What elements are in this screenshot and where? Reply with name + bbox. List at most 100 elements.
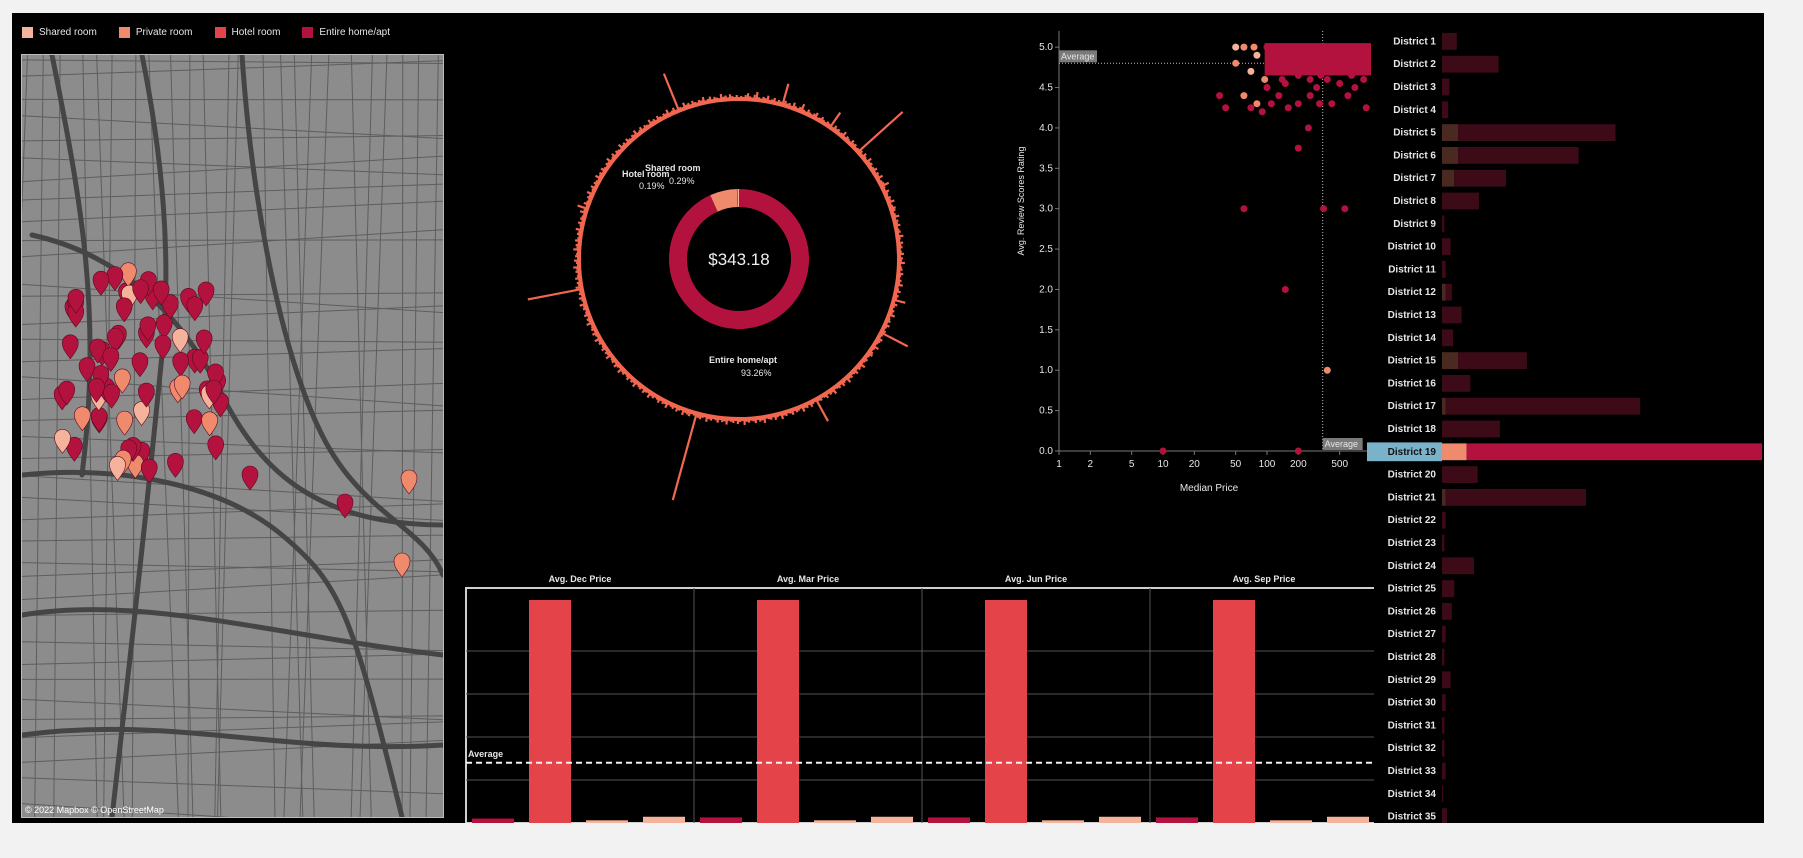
scatter-point[interactable] [1263,43,1271,51]
price-bar[interactable] [1270,820,1312,823]
district-bar[interactable] [1442,648,1445,666]
scatter-point[interactable] [1253,51,1261,59]
scatter-point[interactable] [1247,67,1255,75]
district-bar[interactable] [1442,466,1478,483]
price-bar[interactable] [1042,820,1084,823]
scatter-point[interactable] [1313,63,1321,71]
district-bar[interactable] [1442,671,1451,689]
scatter-point[interactable] [1216,92,1224,100]
scatter-point[interactable] [1250,43,1258,51]
scatter-point[interactable] [1281,285,1289,293]
district-bar[interactable] [1442,420,1500,438]
map-pin-icon[interactable] [67,289,85,314]
map-pin-icon[interactable] [54,429,71,454]
district-bar[interactable] [1442,580,1455,597]
map-pin-icon[interactable] [115,297,133,323]
scatter-point[interactable] [1348,71,1356,79]
price-bar[interactable] [985,600,1027,823]
scatter-point[interactable] [1294,71,1302,79]
map-pin-icon[interactable] [172,352,189,377]
scatter-point[interactable] [1323,366,1331,374]
scatter-point[interactable] [1331,47,1339,55]
district-bar[interactable] [1442,694,1446,711]
scatter-point[interactable] [1258,108,1266,116]
district-bar[interactable] [1442,489,1446,506]
scatter-point[interactable] [1357,47,1365,55]
scatter-point[interactable] [1294,447,1302,455]
scatter-point[interactable] [1317,71,1325,79]
scatter-point[interactable] [1240,43,1248,51]
district-bar[interactable] [1442,762,1446,780]
scatter-point[interactable] [1159,447,1167,455]
map-pin-icon[interactable] [131,352,149,378]
scatter-point[interactable] [1306,92,1314,100]
legend-item[interactable]: Private room [118,26,193,38]
district-bar[interactable] [1442,397,1446,415]
district-bar[interactable] [1442,329,1454,347]
price-bar[interactable] [871,816,913,823]
district-bar[interactable] [1442,215,1445,233]
district-bar[interactable] [1454,169,1506,187]
map-pin-icon[interactable] [132,279,149,305]
scatter-point[interactable] [1320,205,1328,213]
scatter-point[interactable] [1326,55,1334,63]
scatter-point[interactable] [1344,43,1352,51]
price-bar[interactable] [1213,600,1255,823]
district-bar[interactable] [1442,238,1451,255]
legend-item[interactable]: Shared room [22,26,97,38]
district-bar[interactable] [1442,55,1499,73]
scatter-point[interactable] [1290,43,1298,51]
map-pin-icon[interactable] [152,280,170,306]
map-pin-icon[interactable] [138,382,155,408]
price-bar[interactable] [757,600,799,823]
district-bar[interactable] [1442,739,1445,757]
district-bar[interactable] [1445,489,1586,506]
scatter-point[interactable] [1363,63,1371,71]
map-pin-icon[interactable] [92,270,110,296]
map-canvas[interactable] [22,55,443,817]
map-pin-icon[interactable] [109,456,126,481]
map-pin-icon[interactable] [241,465,259,491]
price-bar[interactable] [814,820,856,823]
scatter-point[interactable] [1328,100,1336,108]
scatter-point[interactable] [1316,100,1324,108]
scatter-point[interactable] [1275,92,1283,100]
district-bar[interactable] [1442,808,1447,823]
map-pin-icon[interactable] [185,409,203,435]
map-pin-icon[interactable] [103,383,120,409]
scatter-point[interactable] [1340,59,1348,67]
price-bar[interactable] [1156,817,1198,823]
map-pin-icon[interactable] [207,435,225,461]
scatter-point[interactable] [1232,59,1240,67]
scatter-point[interactable] [1247,104,1255,112]
district-bar[interactable] [1442,534,1445,552]
price-bar[interactable] [643,816,685,823]
map-pin-icon[interactable] [191,349,209,374]
price-bar[interactable] [928,817,970,823]
map-pin-icon[interactable] [173,374,191,400]
scatter-point[interactable] [1344,92,1352,100]
map-pin-icon[interactable] [66,436,83,462]
district-bar[interactable] [1442,511,1446,529]
map-pin-icon[interactable] [336,493,354,519]
map-pin-icon[interactable] [393,552,411,578]
price-bar[interactable] [586,820,628,823]
legend-item[interactable]: Entire home/apt [302,26,390,38]
donut-slice[interactable] [736,189,739,208]
scatter-point[interactable] [1306,75,1314,83]
scatter-point[interactable] [1275,47,1283,55]
map-pin-icon[interactable] [205,379,223,405]
scatter-point[interactable] [1313,84,1321,92]
district-bar[interactable] [1442,785,1444,803]
district-bar[interactable] [1458,124,1616,141]
map-pin-icon[interactable] [167,453,184,478]
district-bar[interactable] [1442,443,1467,461]
price-bar[interactable] [472,818,514,823]
scatter-point[interactable] [1304,47,1312,55]
map-pin-icon[interactable] [139,316,157,342]
district-bar[interactable] [1442,603,1452,620]
district-bar[interactable] [1442,557,1474,575]
scatter-point[interactable] [1362,104,1370,112]
map-pin-icon[interactable] [400,469,418,495]
legend-item[interactable]: Hotel room [214,26,280,38]
